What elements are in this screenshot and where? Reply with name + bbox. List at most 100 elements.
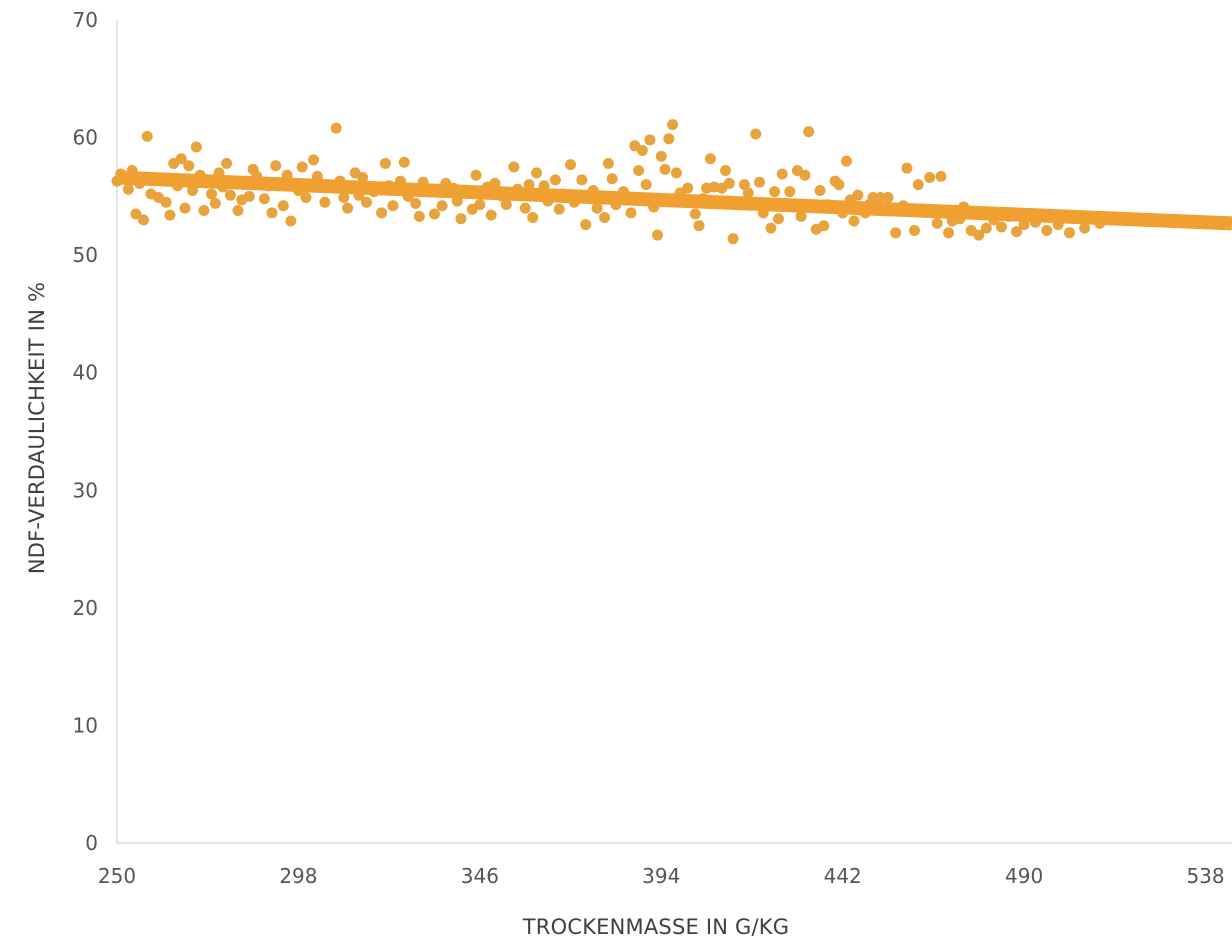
data-point <box>342 202 354 214</box>
data-point <box>852 189 864 201</box>
data-point <box>814 184 826 196</box>
y-tick-label: 70 <box>73 8 98 32</box>
data-point <box>224 189 236 201</box>
data-point <box>840 155 852 167</box>
data-point <box>606 173 618 185</box>
data-point <box>803 126 815 138</box>
data-point <box>848 215 860 227</box>
y-tick-label: 10 <box>73 713 98 737</box>
data-point <box>270 160 282 172</box>
data-point <box>500 199 512 211</box>
data-point <box>935 170 947 182</box>
data-point <box>221 157 233 169</box>
y-tick-labels: 0 10 20 30 40 50 60 70 <box>73 8 98 855</box>
x-tick-label: 250 <box>98 864 136 888</box>
data-point <box>485 209 497 221</box>
data-point <box>508 161 520 173</box>
data-point <box>190 141 202 153</box>
data-point <box>1041 224 1053 236</box>
data-point <box>909 224 921 236</box>
data-point <box>330 122 342 134</box>
y-axis-title: NDF-VERDAULICHKEIT IN % <box>25 282 49 574</box>
data-point <box>205 188 217 200</box>
data-point <box>376 207 388 219</box>
data-point <box>670 167 682 179</box>
data-point <box>644 134 656 146</box>
data-point <box>379 157 391 169</box>
data-point <box>943 227 955 239</box>
data-point <box>799 169 811 181</box>
data-point <box>565 159 577 171</box>
y-tick-label: 40 <box>73 361 98 385</box>
data-point <box>765 222 777 234</box>
data-point <box>776 168 788 180</box>
data-point <box>141 130 153 142</box>
data-point <box>413 210 425 222</box>
x-tick-label: 394 <box>642 864 680 888</box>
data-point <box>742 187 754 199</box>
data-point <box>931 217 943 229</box>
data-point <box>285 215 297 227</box>
data-point <box>769 186 781 198</box>
data-point <box>243 190 255 202</box>
data-point <box>470 169 482 181</box>
y-tick-label: 0 <box>85 831 98 855</box>
data-point <box>693 220 705 232</box>
data-point <box>338 192 350 204</box>
data-point <box>924 172 936 184</box>
data-point <box>720 164 732 176</box>
data-point <box>519 202 531 214</box>
data-point <box>689 208 701 220</box>
data-point <box>867 192 879 204</box>
data-point <box>308 154 320 166</box>
y-tick-label: 60 <box>73 126 98 150</box>
data-point <box>266 207 278 219</box>
data-point <box>360 196 372 208</box>
data-point <box>980 222 992 234</box>
data-point <box>436 200 448 212</box>
data-point <box>995 221 1007 233</box>
data-point <box>258 193 270 205</box>
data-point <box>398 156 410 168</box>
data-point <box>738 179 750 191</box>
data-point <box>704 153 716 165</box>
data-point <box>122 183 134 195</box>
x-tick-label: 442 <box>824 864 862 888</box>
y-tick-label: 20 <box>73 596 98 620</box>
x-tick-label: 490 <box>1005 864 1043 888</box>
data-point <box>455 213 467 225</box>
data-point <box>602 157 614 169</box>
data-point <box>198 204 210 216</box>
data-point <box>277 200 289 212</box>
data-point <box>319 196 331 208</box>
data-point <box>818 220 830 232</box>
data-point <box>599 212 611 224</box>
data-point <box>973 229 985 241</box>
data-point <box>723 177 735 189</box>
data-point <box>300 192 312 204</box>
data-point <box>651 229 663 241</box>
data-point <box>784 186 796 198</box>
y-tick-label: 50 <box>73 243 98 267</box>
x-tick-label: 538 <box>1186 864 1224 888</box>
data-point <box>531 167 543 179</box>
data-point <box>130 208 142 220</box>
data-point <box>833 179 845 191</box>
data-point <box>750 128 762 140</box>
data-point <box>183 160 195 172</box>
data-point <box>682 182 694 194</box>
data-point <box>659 163 671 175</box>
data-point <box>633 164 645 176</box>
x-tick-labels: 250 298 346 394 442 490 538 <box>98 864 1225 888</box>
data-point <box>576 174 588 186</box>
data-point <box>636 145 648 157</box>
data-point <box>175 153 187 165</box>
data-point <box>901 162 913 174</box>
data-point <box>357 172 369 184</box>
data-point <box>428 208 440 220</box>
data-point <box>591 202 603 214</box>
data-point <box>296 161 308 173</box>
data-point <box>232 204 244 216</box>
data-point <box>523 179 535 191</box>
data-point <box>912 179 924 191</box>
